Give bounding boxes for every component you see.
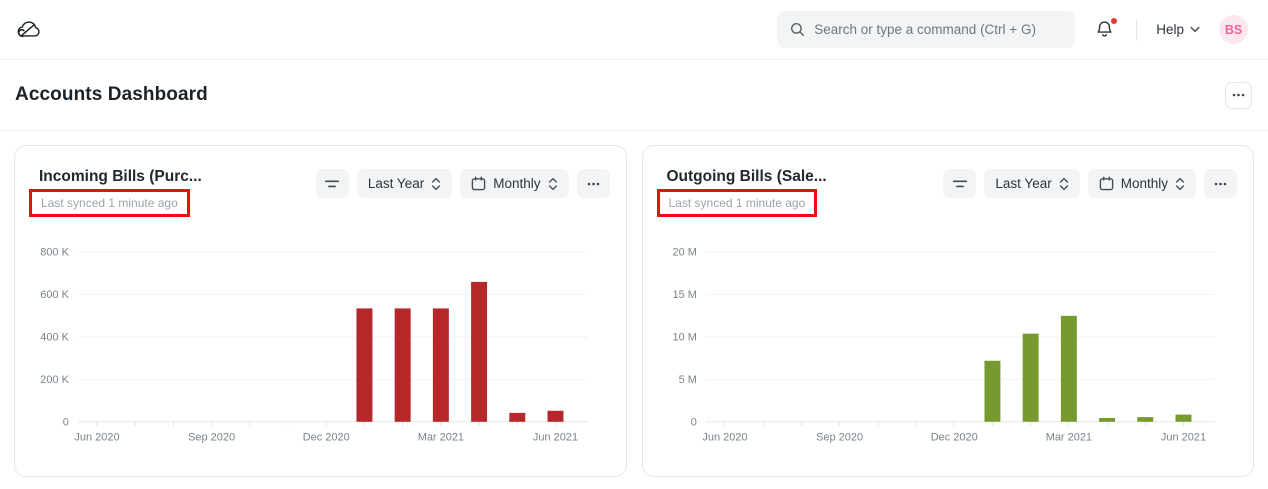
- card-more-button[interactable]: [1204, 169, 1237, 198]
- svg-text:Jun 2021: Jun 2021: [1160, 432, 1205, 444]
- bell-icon: [1097, 20, 1112, 37]
- up-down-chevrons-icon: [1175, 177, 1185, 190]
- topbar-actions: Help BS: [777, 11, 1248, 48]
- search-icon: [790, 22, 805, 37]
- help-menu[interactable]: Help: [1156, 22, 1200, 37]
- up-down-chevrons-icon: [432, 177, 441, 190]
- filter-icon: [325, 179, 340, 187]
- incoming-bills-chart: 0 200 K 400 K 600 K 800 K Jun 2020 Sep 2020 Dec…: [40, 247, 588, 444]
- app-logo-icon: [15, 17, 45, 43]
- ellipsis-icon: [587, 182, 599, 185]
- svg-text:400 K: 400 K: [40, 332, 69, 344]
- interval-label: Monthly: [493, 176, 541, 191]
- notification-dot: [1111, 17, 1118, 24]
- last-synced-highlight: Last synced 1 minute ago: [656, 189, 818, 217]
- svg-text:Mar 2021: Mar 2021: [418, 432, 464, 444]
- notifications-button[interactable]: [1094, 17, 1118, 41]
- top-bar: Help BS: [0, 0, 1268, 60]
- period-select[interactable]: Last Year: [984, 169, 1080, 198]
- global-search[interactable]: [777, 11, 1076, 48]
- dashboard-cards: Incoming Bills (Purc... Last synced 1 mi…: [0, 131, 1268, 489]
- svg-text:Sep 2020: Sep 2020: [188, 432, 235, 444]
- calendar-icon: [471, 176, 486, 191]
- svg-text:10 M: 10 M: [672, 332, 696, 344]
- page-title: Accounts Dashboard: [15, 84, 208, 105]
- interval-select[interactable]: Monthly: [460, 169, 569, 198]
- svg-text:800 K: 800 K: [40, 247, 69, 259]
- period-select[interactable]: Last Year: [356, 169, 453, 198]
- calendar-icon: [1099, 176, 1114, 191]
- svg-text:20 M: 20 M: [672, 247, 696, 259]
- avatar-initials: BS: [1224, 22, 1243, 37]
- svg-text:Jun 2020: Jun 2020: [74, 432, 119, 444]
- svg-text:Jun 2021: Jun 2021: [533, 432, 578, 444]
- svg-text:600 K: 600 K: [40, 289, 69, 301]
- svg-text:Jun 2020: Jun 2020: [702, 432, 747, 444]
- user-avatar[interactable]: BS: [1219, 15, 1248, 44]
- card-controls: Last Year Monthly: [943, 169, 1237, 198]
- svg-text:15 M: 15 M: [672, 289, 696, 301]
- ellipsis-icon: [1232, 93, 1245, 97]
- svg-text:Dec 2020: Dec 2020: [930, 432, 977, 444]
- card-title: Outgoing Bills (Sale...: [666, 168, 827, 185]
- svg-text:200 K: 200 K: [40, 374, 69, 386]
- interval-select[interactable]: Monthly: [1087, 169, 1196, 198]
- filter-icon: [952, 179, 968, 187]
- last-synced-highlight: Last synced 1 minute ago: [29, 189, 190, 217]
- outgoing-bills-card: Outgoing Bills (Sale... Last synced 1 mi…: [641, 145, 1254, 477]
- svg-text:Sep 2020: Sep 2020: [816, 432, 863, 444]
- search-input[interactable]: [814, 22, 1063, 37]
- svg-text:Mar 2021: Mar 2021: [1045, 432, 1091, 444]
- period-label: Last Year: [995, 176, 1052, 191]
- card-title: Incoming Bills (Purc...: [39, 168, 202, 185]
- up-down-chevrons-icon: [1059, 177, 1068, 190]
- outgoing-bills-chart: 0 5 M 10 M 15 M 20 M Jun 2020 Sep 2020 Dec 2020…: [672, 247, 1216, 444]
- page-more-button[interactable]: [1225, 81, 1252, 109]
- svg-text:5 M: 5 M: [678, 374, 696, 386]
- incoming-bills-card: Incoming Bills (Purc... Last synced 1 mi…: [14, 145, 627, 477]
- svg-text:0: 0: [63, 416, 69, 428]
- page-header: Accounts Dashboard: [0, 60, 1268, 131]
- svg-text:0: 0: [690, 416, 696, 428]
- topbar-divider: [1136, 18, 1138, 41]
- help-label: Help: [1156, 22, 1184, 37]
- interval-label: Monthly: [1120, 176, 1168, 191]
- ellipsis-icon: [1214, 182, 1227, 185]
- card-more-button[interactable]: [576, 169, 610, 198]
- last-synced-text: Last synced 1 minute ago: [41, 196, 178, 210]
- chevron-down-icon: [1190, 26, 1200, 33]
- period-label: Last Year: [367, 176, 425, 191]
- filter-button[interactable]: [315, 169, 349, 198]
- svg-text:Dec 2020: Dec 2020: [303, 432, 350, 444]
- last-synced-text: Last synced 1 minute ago: [668, 196, 806, 210]
- up-down-chevrons-icon: [548, 177, 557, 190]
- filter-button[interactable]: [943, 169, 977, 198]
- card-controls: Last Year Monthly: [315, 169, 610, 198]
